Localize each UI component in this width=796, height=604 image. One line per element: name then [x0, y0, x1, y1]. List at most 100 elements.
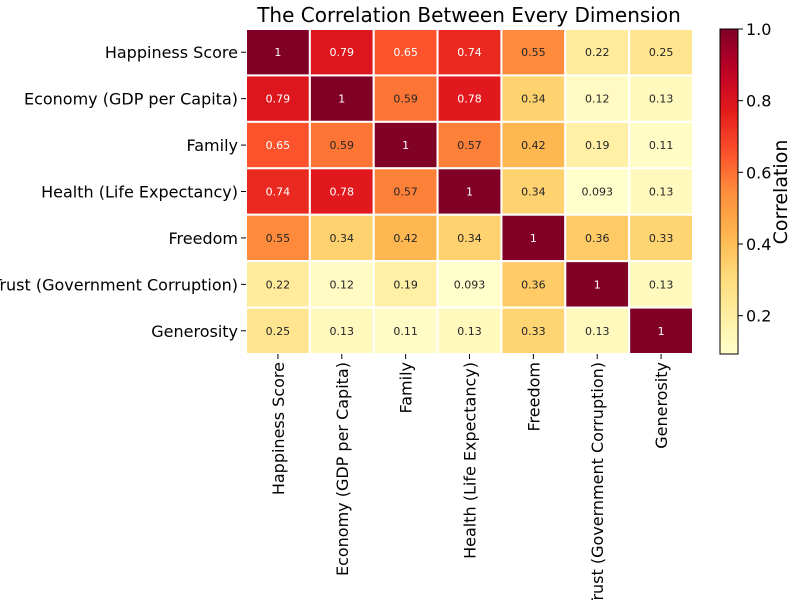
cell-value-label: 0.59 — [393, 93, 418, 106]
cell-value-label: 0.55 — [521, 46, 546, 59]
cell-value-label: 0.79 — [330, 46, 355, 59]
cell-value-label: 0.13 — [649, 186, 674, 199]
heatmap-cell — [564, 28, 631, 77]
colorbar-tick-label: 0.2 — [746, 307, 771, 326]
cell-value-label: 0.093 — [454, 278, 486, 291]
cell-value-label: 0.13 — [457, 325, 482, 338]
cell-value-label: 0.34 — [330, 232, 355, 245]
column-tick-label: Freedom — [524, 362, 543, 431]
heatmap-cell — [564, 120, 631, 170]
heatmap-cell — [436, 306, 503, 356]
cell-value-label: 0.33 — [649, 232, 674, 245]
heatmap-cell — [500, 74, 567, 123]
heatmap-cell — [628, 74, 695, 123]
cell-value-label: 0.19 — [585, 139, 610, 152]
heatmap-cell — [628, 260, 695, 309]
cell-value-label: 0.74 — [457, 46, 482, 59]
heatmap-cell — [500, 120, 567, 170]
cell-value-label: 1 — [402, 139, 409, 152]
cell-value-label: 0.13 — [330, 325, 355, 338]
cell-value-label: 1 — [658, 325, 665, 338]
colorbar-tick-label: 0.4 — [746, 235, 771, 254]
cell-value-label: 0.19 — [393, 278, 418, 291]
cell-value-label: 0.34 — [521, 93, 546, 106]
heatmap-cell — [372, 213, 439, 263]
cell-value-label: 0.57 — [393, 186, 418, 199]
row-tick-label: Family — [187, 136, 238, 155]
column-tick-label: Generosity — [652, 362, 671, 449]
row-tick-label: Freedom — [169, 229, 238, 248]
row-tick-label: Health (Life Expectancy) — [41, 183, 238, 202]
heatmap-cell — [245, 213, 311, 263]
column-tick-labels: Happiness Score Economy (GDP per Capita) F… — [269, 354, 671, 604]
cell-value-label: 0.57 — [457, 139, 482, 152]
cell-value-label: 0.12 — [330, 278, 355, 291]
row-tick-label: Trust (Government Corruption) — [0, 275, 238, 294]
cell-value-label: 0.59 — [330, 139, 355, 152]
colorbar-tick-label: 1.0 — [746, 20, 771, 39]
cell-value-label: 0.36 — [521, 278, 546, 291]
colorbar-tick-label: 0.6 — [746, 163, 771, 182]
cell-value-label: 0.65 — [393, 46, 418, 59]
heatmap-cells — [245, 28, 695, 356]
cell-value-label: 0.22 — [266, 278, 291, 291]
column-tick-label: Economy (GDP per Capita) — [333, 362, 352, 576]
cell-value-label: 0.25 — [266, 325, 291, 338]
cell-value-label: 1 — [594, 278, 601, 291]
cell-value-label: 0.78 — [457, 93, 482, 106]
cell-value-label: 0.13 — [649, 93, 674, 106]
cell-value-label: 0.33 — [521, 325, 546, 338]
cell-value-label: 0.22 — [585, 46, 610, 59]
cell-value-label: 0.34 — [521, 186, 546, 199]
cell-value-label: 0.78 — [330, 186, 355, 199]
cell-value-label: 0.11 — [649, 139, 674, 152]
cell-value-label: 0.42 — [521, 139, 546, 152]
heatmap-cell — [245, 167, 311, 216]
column-tick-label: Happiness Score — [269, 362, 288, 495]
colorbar-tick-label: 0.8 — [746, 92, 771, 111]
row-tick-labels: Happiness Score Economy (GDP per Capita) F… — [0, 43, 246, 341]
colorbar: 0.2 0.4 0.6 0.8 1.0 Correlation — [719, 20, 792, 355]
heatmap-cell — [245, 260, 311, 309]
column-tick-label: Trust (Government Corruption) — [588, 362, 607, 600]
column-tick-label: Health (Life Expectancy) — [461, 362, 480, 559]
cell-value-label: 0.65 — [266, 139, 291, 152]
heatmap-cell — [308, 120, 375, 170]
cell-value-label: 0.13 — [649, 278, 674, 291]
cell-value-label: 0.74 — [266, 186, 291, 199]
cell-value-label: 0.13 — [585, 325, 610, 338]
cell-value-label: 0.11 — [393, 325, 418, 338]
colorbar-label: Correlation — [770, 140, 792, 245]
heatmap-cell — [372, 120, 439, 170]
chart-title: The Correlation Between Every Dimension — [256, 3, 681, 27]
heatmap-cell — [500, 306, 567, 356]
cell-value-label: 0.34 — [457, 232, 482, 245]
column-tick-label: Family — [397, 362, 416, 413]
cell-value-label: 1 — [466, 186, 473, 199]
heatmap-cell — [628, 120, 695, 170]
heatmap-cell — [372, 306, 439, 356]
heatmap-cell — [308, 260, 375, 309]
heatmap-cell — [372, 74, 439, 123]
cell-value-label: 1 — [530, 232, 537, 245]
cell-value-label: 1 — [274, 46, 281, 59]
cell-value-label: 0.79 — [266, 93, 291, 106]
row-tick-label: Generosity — [151, 322, 238, 341]
row-tick-label: Happiness Score — [105, 43, 238, 62]
cell-value-label: 0.12 — [585, 93, 610, 106]
cell-value-label: 1 — [338, 93, 345, 106]
cell-value-label: 0.36 — [585, 232, 610, 245]
cell-value-label: 0.25 — [649, 46, 674, 59]
colorbar-gradient — [719, 28, 739, 355]
heatmap-cell — [564, 306, 631, 356]
row-tick-label: Economy (GDP per Capita) — [24, 90, 238, 109]
heatmap-cell — [564, 167, 631, 216]
cell-value-label: 0.55 — [266, 232, 291, 245]
heatmap-cell-labels: 1 0.79 0.65 0.74 0.55 0.22 0.25 0.79 1 0.59 0.78 0.… — [266, 46, 674, 338]
heatmap-cell — [308, 167, 375, 216]
heatmap-cell — [628, 306, 695, 356]
cell-value-label: 0.093 — [581, 186, 613, 199]
colorbar-ticks: 0.2 0.4 0.6 0.8 1.0 — [738, 20, 771, 326]
